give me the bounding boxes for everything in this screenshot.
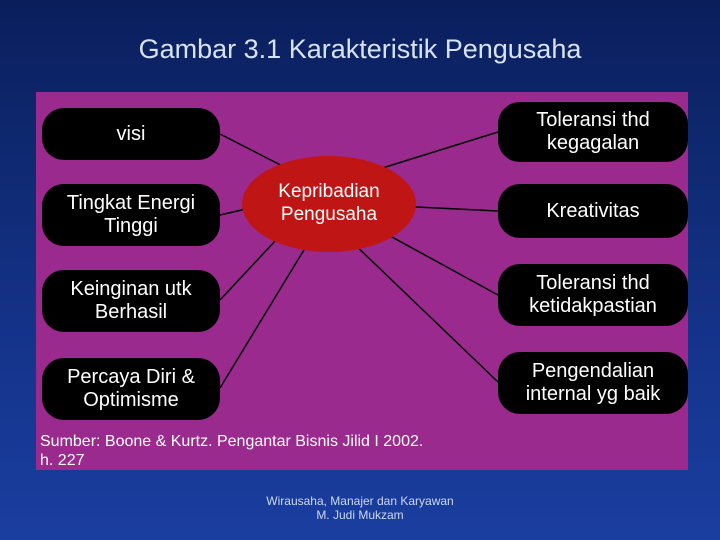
footer-credit: Wirausaha, Manajer dan Karyawan M. Judi … [250,494,470,523]
node-keinginan: Keinginan utk Berhasil [42,270,220,332]
center-node: Kepribadian Pengusaha [242,156,416,252]
node-pengendalian: Pengendalian internal yg baik [498,352,688,414]
source-line2: h. 227 [40,451,423,470]
source-citation: Sumber: Boone & Kurtz. Pengantar Bisnis … [40,432,423,470]
footer-line1: Wirausaha, Manajer dan Karyawan [250,494,470,508]
node-percaya: Percaya Diri & Optimisme [42,358,220,420]
node-visi: visi [42,108,220,160]
node-energi: Tingkat Energi Tinggi [42,184,220,246]
node-kreativitas: Kreativitas [498,184,688,238]
footer-line2: M. Judi Mukzam [250,508,470,522]
page-title: Gambar 3.1 Karakteristik Pengusaha [0,0,720,65]
source-line1: Sumber: Boone & Kurtz. Pengantar Bisnis … [40,432,423,451]
node-toleransi2: Toleransi thd ketidakpastian [498,264,688,326]
node-toleransi1: Toleransi thd kegagalan [498,102,688,162]
